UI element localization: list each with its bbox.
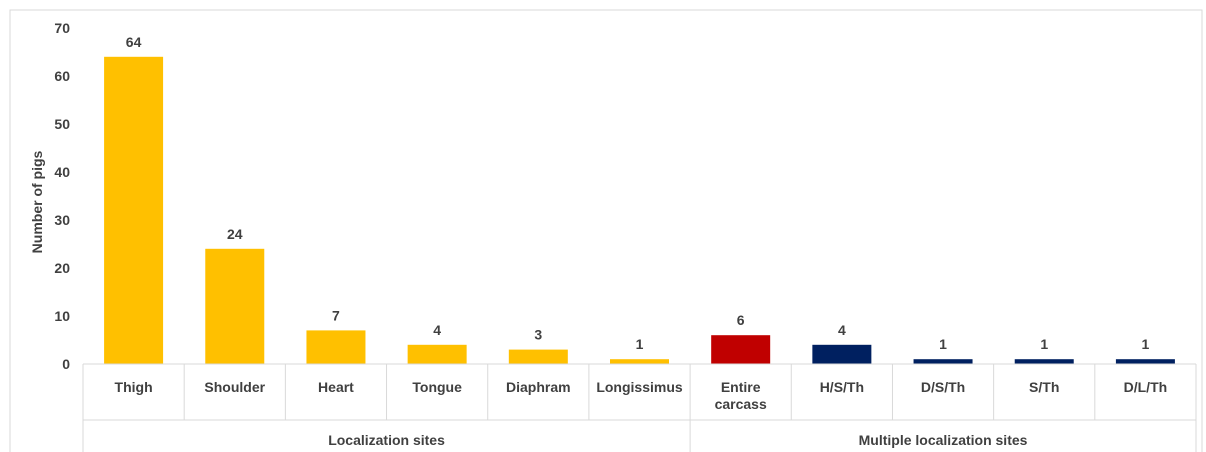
data-label: 24 bbox=[227, 226, 243, 242]
y-tick-label: 20 bbox=[54, 260, 70, 276]
bar bbox=[812, 345, 871, 364]
data-label: 1 bbox=[1040, 336, 1048, 352]
category-label: Thigh bbox=[115, 379, 153, 395]
bar bbox=[509, 350, 568, 364]
data-label: 1 bbox=[939, 336, 947, 352]
category-label: D/S/Th bbox=[921, 379, 965, 395]
y-tick-label: 60 bbox=[54, 68, 70, 84]
group-labels: Localization sites Multiple localization … bbox=[83, 420, 1196, 452]
y-axis: 0 10 20 30 40 50 60 70 bbox=[54, 20, 70, 372]
category-label: S/Th bbox=[1029, 379, 1059, 395]
category-label: Shoulder bbox=[204, 379, 265, 395]
data-label: 4 bbox=[838, 322, 846, 338]
category-label: Heart bbox=[318, 379, 354, 395]
data-label: 1 bbox=[636, 336, 644, 352]
bar bbox=[205, 249, 264, 364]
category-label: Diaphram bbox=[506, 379, 571, 395]
bar bbox=[914, 359, 973, 364]
bar bbox=[610, 359, 669, 364]
category-label: Longissimus bbox=[596, 379, 683, 395]
category-label: Tongue bbox=[412, 379, 462, 395]
data-label: 1 bbox=[1142, 336, 1150, 352]
data-label: 6 bbox=[737, 312, 745, 328]
category-labels: Thigh Shoulder Heart Tongue Diaphram Longissi… bbox=[115, 379, 1168, 412]
y-tick-label: 40 bbox=[54, 164, 70, 180]
y-axis-label: Number of pigs bbox=[29, 150, 45, 253]
y-tick-label: 10 bbox=[54, 308, 70, 324]
y-tick-label: 50 bbox=[54, 116, 70, 132]
bar bbox=[408, 345, 467, 364]
category-label: D/L/Th bbox=[1124, 379, 1168, 395]
y-tick-label: 70 bbox=[54, 20, 70, 36]
bar bbox=[711, 335, 770, 364]
bar bbox=[104, 57, 163, 364]
group-label: Multiple localization sites bbox=[859, 432, 1028, 448]
category-label: carcass bbox=[715, 396, 767, 412]
data-label: 4 bbox=[433, 322, 441, 338]
category-label: Entire bbox=[721, 379, 761, 395]
bar bbox=[306, 330, 365, 364]
category-label: H/S/Th bbox=[820, 379, 864, 395]
y-tick-label: 0 bbox=[62, 356, 70, 372]
bar bbox=[1116, 359, 1175, 364]
data-label: 7 bbox=[332, 307, 340, 323]
y-tick-label: 30 bbox=[54, 212, 70, 228]
data-label: 64 bbox=[126, 34, 142, 50]
data-label: 3 bbox=[534, 327, 542, 343]
bar bbox=[1015, 359, 1074, 364]
bars bbox=[104, 57, 1175, 364]
group-label: Localization sites bbox=[328, 432, 445, 448]
